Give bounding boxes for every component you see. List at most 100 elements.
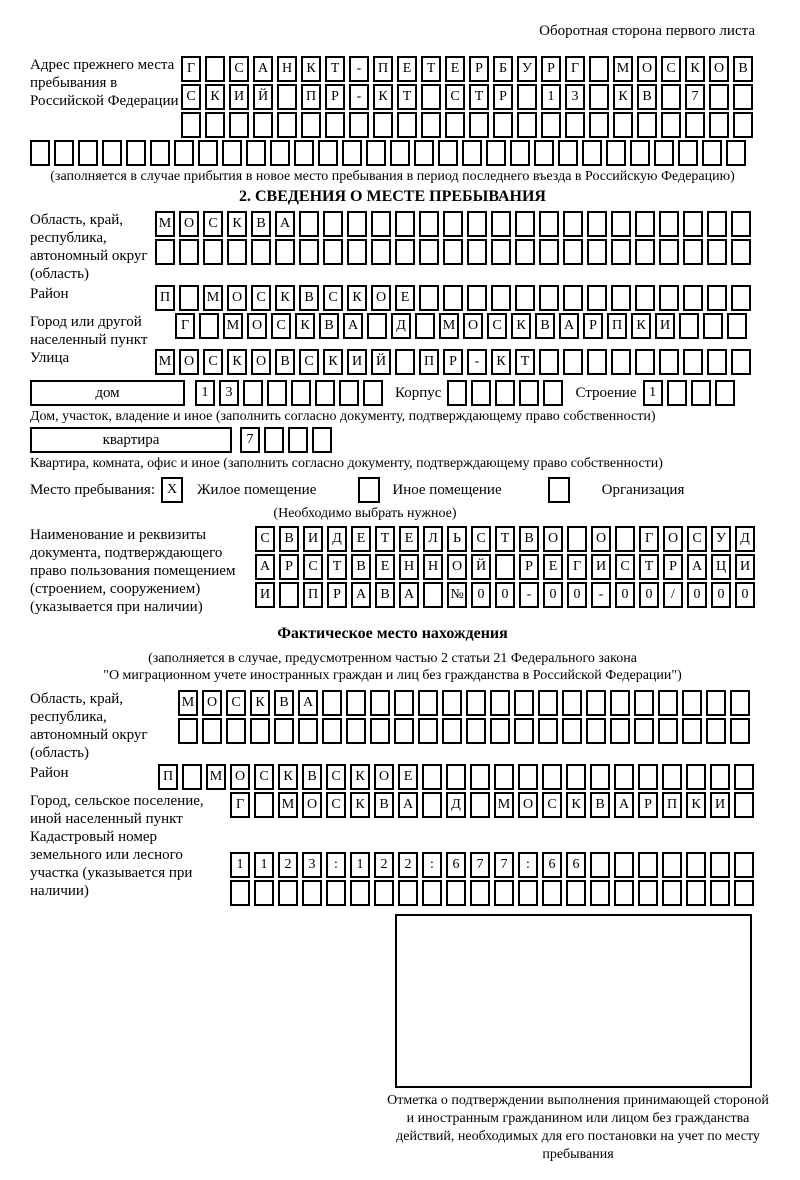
char-cell[interactable]: 0	[735, 582, 755, 608]
char-cell[interactable]: К	[227, 349, 247, 375]
char-cell[interactable]	[395, 349, 415, 375]
char-cell[interactable]: Й	[253, 84, 273, 110]
char-cell[interactable]: Т	[469, 84, 489, 110]
char-cell[interactable]	[638, 764, 658, 790]
char-cell[interactable]: А	[351, 582, 371, 608]
char-cell[interactable]	[690, 380, 711, 406]
char-cell[interactable]	[371, 239, 391, 265]
char-cell[interactable]: А	[687, 554, 707, 580]
char-cell[interactable]	[734, 764, 754, 790]
char-cell[interactable]: 0	[615, 582, 635, 608]
char-cell[interactable]: П	[662, 792, 682, 818]
char-cell[interactable]: А	[398, 792, 418, 818]
char-cell[interactable]: В	[351, 554, 371, 580]
char-cell[interactable]: О	[374, 764, 394, 790]
char-cell[interactable]: О	[202, 690, 222, 716]
char-cell[interactable]	[710, 764, 730, 790]
char-cell[interactable]	[582, 140, 602, 166]
char-cell[interactable]: С	[203, 211, 223, 237]
char-cell[interactable]	[510, 140, 530, 166]
char-cell[interactable]: П	[303, 582, 323, 608]
char-cell[interactable]: Й	[371, 349, 391, 375]
char-cell[interactable]	[714, 380, 735, 406]
char-cell[interactable]	[662, 852, 682, 878]
char-cell[interactable]: -	[349, 84, 369, 110]
char-cell[interactable]	[274, 718, 294, 744]
char-cell[interactable]	[178, 718, 198, 744]
char-cell[interactable]: С	[271, 313, 291, 339]
char-cell[interactable]	[323, 211, 343, 237]
char-cell[interactable]	[366, 140, 386, 166]
char-cell[interactable]	[589, 112, 609, 138]
char-cell[interactable]: В	[374, 792, 394, 818]
char-cell[interactable]	[731, 211, 751, 237]
char-cell[interactable]: -	[349, 56, 369, 82]
char-cell[interactable]	[254, 792, 274, 818]
char-cell[interactable]: 3	[565, 84, 585, 110]
char-cell[interactable]: Р	[327, 582, 347, 608]
char-cell[interactable]	[301, 112, 321, 138]
char-cell[interactable]	[706, 690, 726, 716]
char-cell[interactable]	[394, 690, 414, 716]
char-cell[interactable]	[611, 285, 631, 311]
char-cell[interactable]	[322, 690, 342, 716]
char-cell[interactable]	[611, 349, 631, 375]
char-cell[interactable]	[438, 140, 458, 166]
organization-checkbox[interactable]	[547, 477, 570, 503]
char-cell[interactable]: Н	[277, 56, 297, 82]
char-cell[interactable]: П	[419, 349, 439, 375]
char-cell[interactable]: Е	[399, 526, 419, 552]
char-cell[interactable]	[323, 239, 343, 265]
char-cell[interactable]	[630, 140, 650, 166]
char-cell[interactable]	[418, 718, 438, 744]
char-cell[interactable]: М	[223, 313, 243, 339]
char-cell[interactable]: Т	[515, 349, 535, 375]
char-cell[interactable]	[339, 380, 359, 406]
char-cell[interactable]	[658, 690, 678, 716]
char-cell[interactable]	[562, 690, 582, 716]
char-cell[interactable]: В	[319, 313, 339, 339]
char-cell[interactable]	[666, 380, 687, 406]
char-cell[interactable]	[614, 880, 634, 906]
char-cell[interactable]	[679, 313, 699, 339]
char-cell[interactable]	[586, 718, 606, 744]
char-cell[interactable]	[610, 690, 630, 716]
char-cell[interactable]: С	[203, 349, 223, 375]
char-cell[interactable]: С	[687, 526, 707, 552]
char-cell[interactable]: №	[447, 582, 467, 608]
char-cell[interactable]: М	[155, 211, 175, 237]
char-cell[interactable]	[395, 239, 415, 265]
char-cell[interactable]	[270, 140, 290, 166]
char-cell[interactable]: Й	[471, 554, 491, 580]
char-cell[interactable]	[443, 211, 463, 237]
char-cell[interactable]	[614, 764, 634, 790]
char-cell[interactable]	[182, 764, 202, 790]
char-cell[interactable]: Е	[445, 56, 465, 82]
char-cell[interactable]	[541, 112, 561, 138]
char-cell[interactable]: О	[709, 56, 729, 82]
char-cell[interactable]	[326, 880, 346, 906]
char-cell[interactable]	[662, 880, 682, 906]
char-cell[interactable]: О	[518, 792, 538, 818]
char-cell[interactable]	[467, 211, 487, 237]
char-cell[interactable]	[294, 140, 314, 166]
char-cell[interactable]	[731, 285, 751, 311]
char-cell[interactable]: С	[445, 84, 465, 110]
char-cell[interactable]	[299, 239, 319, 265]
char-cell[interactable]: О	[227, 285, 247, 311]
char-cell[interactable]: Е	[375, 554, 395, 580]
char-cell[interactable]	[467, 239, 487, 265]
char-cell[interactable]: В	[302, 764, 322, 790]
char-cell[interactable]: Е	[398, 764, 418, 790]
char-cell[interactable]	[227, 239, 247, 265]
char-cell[interactable]: К	[685, 56, 705, 82]
char-cell[interactable]	[709, 84, 729, 110]
char-cell[interactable]: Г	[230, 792, 250, 818]
char-cell[interactable]	[707, 211, 727, 237]
char-cell[interactable]	[298, 718, 318, 744]
char-cell[interactable]	[589, 56, 609, 82]
char-cell[interactable]: П	[301, 84, 321, 110]
char-cell[interactable]	[373, 112, 393, 138]
char-cell[interactable]	[730, 718, 750, 744]
char-cell[interactable]: С	[326, 792, 346, 818]
